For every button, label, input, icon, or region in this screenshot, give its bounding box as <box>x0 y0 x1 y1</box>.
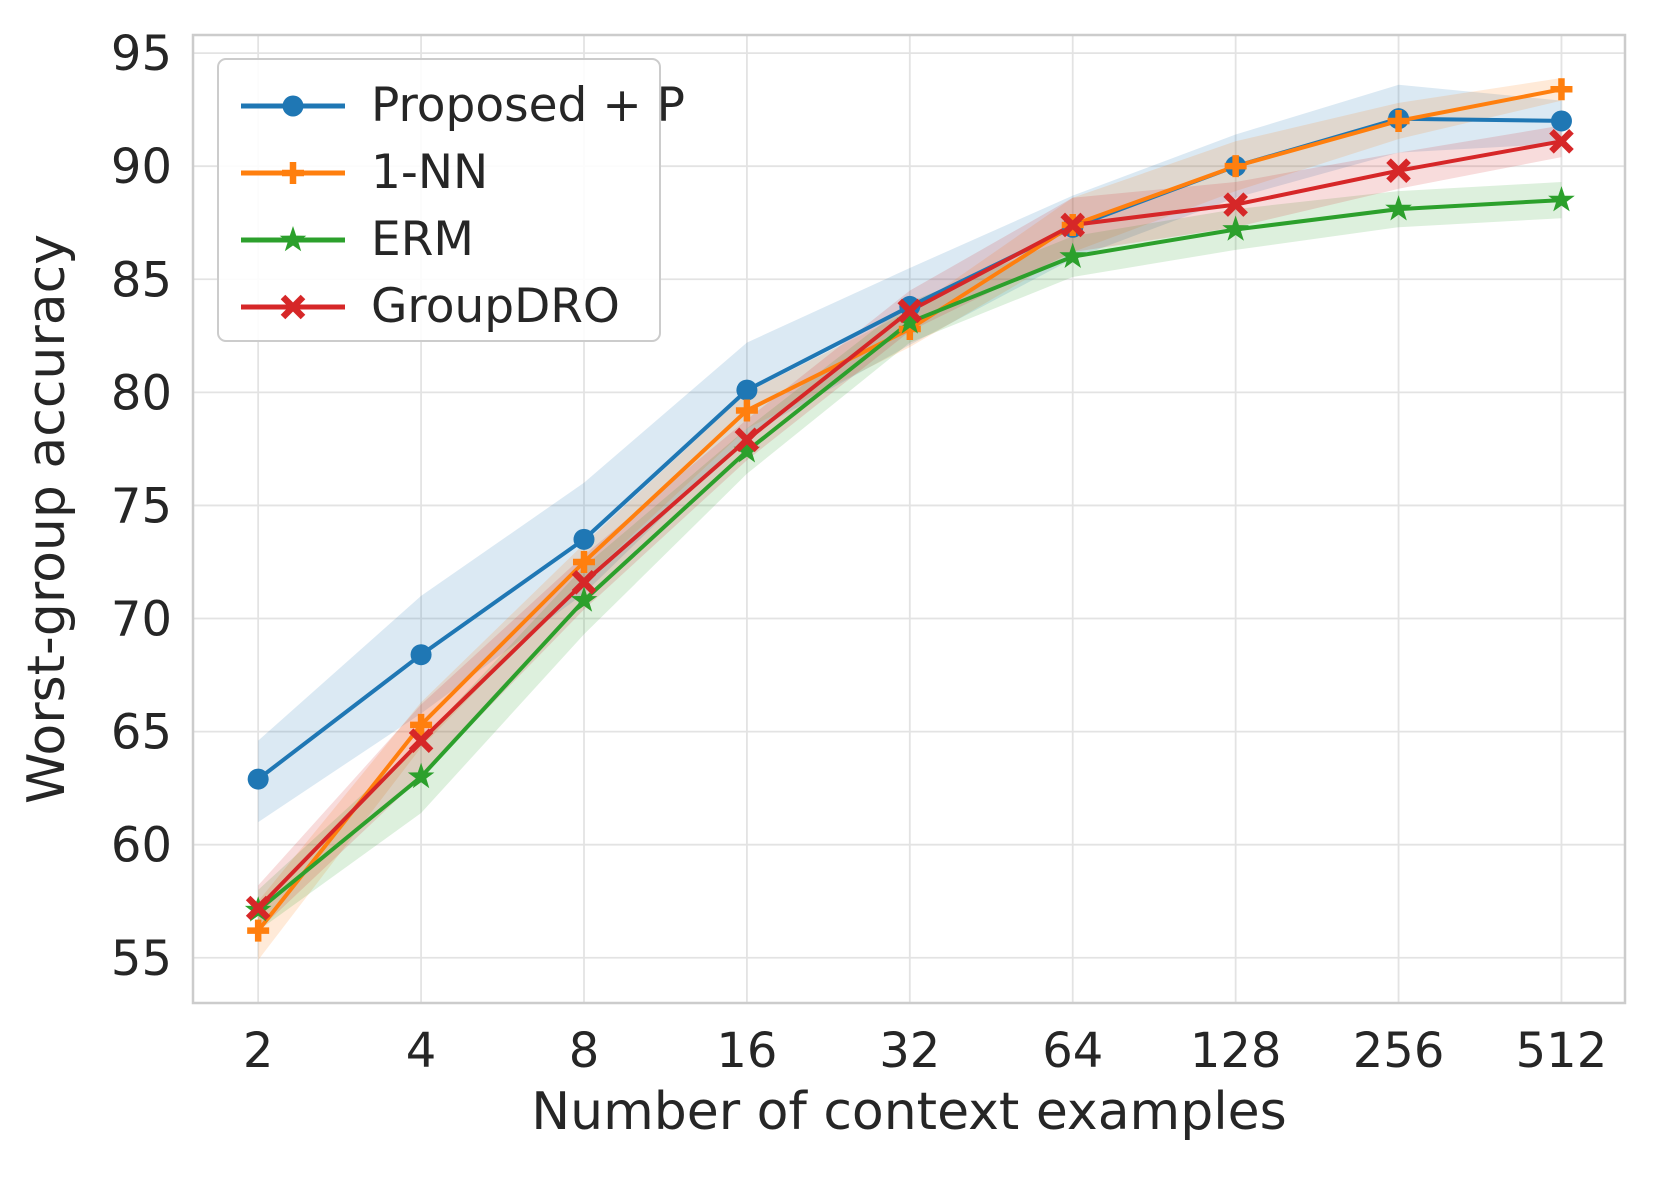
star-marker-icon <box>733 437 761 463</box>
legend: Proposed + P 1-NN ERM GroupDRO <box>217 58 685 342</box>
x-marker-icon <box>245 895 271 921</box>
y-tick-label: 80 <box>111 365 172 421</box>
plus-marker-icon <box>735 399 758 422</box>
star-marker-icon <box>1222 215 1249 241</box>
x-tick-label: 8 <box>569 1023 600 1079</box>
legend-item-label: Proposed + P <box>371 78 685 133</box>
plus-marker-icon <box>247 919 270 942</box>
legend-item: 1-NN <box>233 139 659 206</box>
x-marker-icon <box>408 728 434 753</box>
x-tick-label: 128 <box>1190 1023 1282 1079</box>
legend-item: GroupDRO <box>233 273 659 340</box>
legend-item: Proposed + P <box>233 72 685 139</box>
x-marker-icon <box>1060 212 1086 238</box>
legend-item: ERM <box>233 206 659 273</box>
circle-marker-icon <box>282 95 304 116</box>
y-tick-label: 55 <box>111 931 172 987</box>
plus-marker-icon <box>410 713 433 736</box>
y-tick-label: 90 <box>111 139 172 195</box>
x-tick-label: 512 <box>1516 1023 1608 1079</box>
x-axis-label: Number of context examples <box>531 1082 1287 1142</box>
y-tick-label: 60 <box>111 818 172 874</box>
x-marker-icon <box>1386 158 1411 183</box>
y-tick-label: 65 <box>111 705 172 761</box>
x-tick-label: 16 <box>716 1023 777 1079</box>
legend-sample <box>241 161 345 184</box>
y-tick-label: 70 <box>111 592 172 648</box>
x-marker-icon <box>280 294 306 319</box>
legend-sample <box>241 95 345 116</box>
legend-item-label: 1-NN <box>371 145 489 200</box>
plus-marker-icon <box>1550 78 1573 101</box>
star-marker-icon <box>279 225 307 251</box>
circle-marker-icon <box>573 528 595 550</box>
circle-marker-icon <box>736 379 758 401</box>
circle-marker-icon <box>247 768 269 790</box>
x-marker-icon <box>1549 129 1574 154</box>
legend-sample <box>241 294 345 319</box>
x-tick-label: 256 <box>1353 1023 1445 1079</box>
circle-marker-icon <box>410 644 432 666</box>
plot-border <box>191 33 1627 1005</box>
legend-item-label: GroupDRO <box>371 279 620 334</box>
x-marker-icon <box>897 298 923 324</box>
y-tick-label: 75 <box>111 478 172 534</box>
plus-marker-icon <box>282 161 304 184</box>
x-marker-icon <box>1223 192 1248 217</box>
star-marker-icon <box>1059 242 1086 268</box>
star-marker-icon <box>1548 186 1575 212</box>
y-tick-label: 95 <box>111 26 172 82</box>
plus-marker-icon <box>572 550 595 573</box>
plus-marker-icon <box>1387 109 1410 132</box>
x-marker-icon <box>571 570 597 595</box>
legend-sample <box>241 225 345 251</box>
star-marker-icon <box>407 762 435 789</box>
y-tick-label: 85 <box>111 252 172 308</box>
y-axis-label: Worst-group accuracy <box>17 234 77 804</box>
circle-marker-icon <box>1550 110 1572 132</box>
x-tick-label: 4 <box>406 1023 437 1079</box>
star-marker-icon <box>1385 195 1412 221</box>
legend-item-label: ERM <box>371 212 474 267</box>
x-tick-label: 32 <box>879 1023 940 1079</box>
star-marker-icon <box>896 308 924 334</box>
star-marker-icon <box>570 586 598 612</box>
x-marker-icon <box>734 427 760 453</box>
x-tick-label: 2 <box>243 1023 274 1079</box>
plus-marker-icon <box>1224 155 1247 178</box>
x-tick-label: 64 <box>1042 1023 1103 1079</box>
